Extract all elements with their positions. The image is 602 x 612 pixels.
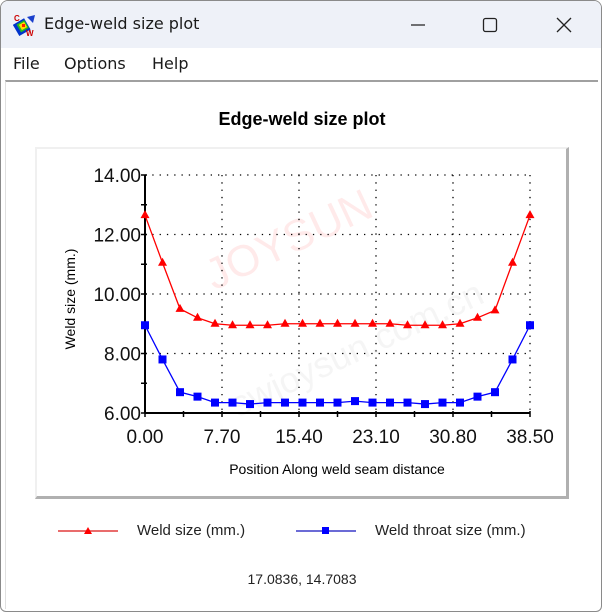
data-point: [193, 312, 202, 321]
y-tick-label: 8.00: [104, 345, 141, 366]
triangle-marker-icon: [58, 527, 118, 534]
data-point: [491, 388, 499, 397]
data-point: [368, 398, 377, 407]
menu-file[interactable]: File: [13, 54, 40, 73]
data-point: [403, 320, 412, 329]
data-point: [438, 320, 447, 329]
y-tick-label: 6.00: [104, 404, 141, 425]
data-point: [158, 355, 167, 364]
x-tick-label: 38.50: [506, 427, 554, 448]
watermark: JOYSUN swjoysun.com.cn: [198, 180, 490, 425]
data-point: [526, 321, 534, 330]
data-point: [246, 400, 254, 409]
menu-help[interactable]: Help: [152, 54, 189, 73]
cursor-coordinates: 17.0836, 14.7083: [247, 571, 357, 587]
menu-bar: File Options Help: [1, 48, 601, 79]
data-point: [420, 320, 430, 329]
data-point: [175, 303, 185, 312]
x-axis-label: Position Along weld seam distance: [229, 461, 445, 477]
series-weld-throat: [141, 321, 534, 409]
data-point: [298, 398, 307, 407]
data-point: [245, 320, 255, 329]
line-chart[interactable]: JOYSUN swjoysun.com.cn 6.00 8.00 10.00 12.0…: [37, 149, 566, 496]
y-tick-label: 14.00: [93, 166, 141, 187]
legend-label: Weld size (mm.): [137, 522, 246, 539]
series-weld-size: [140, 210, 535, 329]
data-point: [525, 210, 535, 219]
x-tick-label: 15.40: [275, 427, 323, 448]
data-point: [210, 318, 220, 327]
data-point: [140, 210, 150, 219]
minimize-button[interactable]: [395, 1, 441, 48]
menu-options[interactable]: Options: [64, 54, 126, 73]
data-point: [508, 355, 517, 364]
data-point: [228, 320, 237, 329]
square-marker-icon: [296, 527, 356, 534]
axes: 6.00 8.00 10.00 12.00 14.00 0.00 7.70 15.40 23.1…: [93, 166, 553, 448]
data-point: [280, 318, 290, 327]
data-point: [473, 392, 482, 401]
data-point: [263, 320, 272, 329]
data-point: [315, 318, 325, 327]
data-point: [456, 398, 464, 407]
data-point: [176, 388, 184, 397]
cw-app-icon: C W: [13, 14, 35, 37]
x-tick-label: 7.70: [204, 427, 241, 448]
data-point: [193, 392, 202, 401]
data-point: [473, 312, 482, 321]
data-point: [455, 318, 465, 327]
data-point: [333, 398, 342, 407]
close-button[interactable]: [541, 1, 587, 48]
data-point: [421, 400, 429, 409]
x-tick-label: 23.10: [352, 427, 400, 448]
data-series: [140, 210, 535, 409]
maximize-button[interactable]: [467, 1, 513, 48]
chart-legend: Weld size (mm.) Weld throat size (mm.): [6, 517, 598, 547]
y-axis-label: Weld size (mm.): [62, 249, 78, 350]
title-bar[interactable]: C W Edge-weld size plot: [1, 1, 601, 48]
y-tick-label: 10.00: [93, 285, 141, 306]
data-point: [158, 257, 167, 266]
data-point: [228, 398, 237, 407]
y-tick-label: 12.00: [93, 226, 141, 247]
data-point: [368, 318, 377, 327]
window-title: Edge-weld size plot: [44, 14, 200, 33]
data-point: [385, 318, 395, 327]
maximize-icon: [482, 17, 498, 32]
data-point: [141, 321, 149, 330]
x-tick-label: 0.00: [127, 427, 164, 448]
svg-text:C: C: [14, 14, 20, 23]
close-icon: [556, 17, 572, 32]
data-point: [298, 318, 307, 327]
data-point: [316, 398, 324, 407]
data-point: [438, 398, 447, 407]
grid: [145, 174, 531, 413]
legend-label: Weld throat size (mm.): [375, 522, 526, 539]
data-point: [333, 318, 342, 327]
data-point: [403, 398, 412, 407]
data-point: [351, 397, 359, 406]
data-point: [490, 305, 500, 314]
x-tick-label: 30.80: [429, 427, 477, 448]
plot-frame[interactable]: JOYSUN swjoysun.com.cn 6.00 8.00 10.00 12.0…: [35, 147, 569, 499]
data-point: [350, 318, 360, 327]
data-point: [263, 398, 272, 407]
svg-text:JOYSUN: JOYSUN: [198, 180, 380, 300]
data-point: [211, 398, 219, 407]
data-point: [508, 257, 517, 266]
chart-title: Edge-weld size plot: [218, 109, 386, 129]
svg-text:W: W: [26, 29, 34, 37]
data-point: [386, 398, 394, 407]
minimize-icon: [411, 23, 425, 26]
data-point: [281, 398, 289, 407]
chart-area: Edge-weld size plot JOYSUN swjoysun.com.…: [5, 80, 598, 609]
